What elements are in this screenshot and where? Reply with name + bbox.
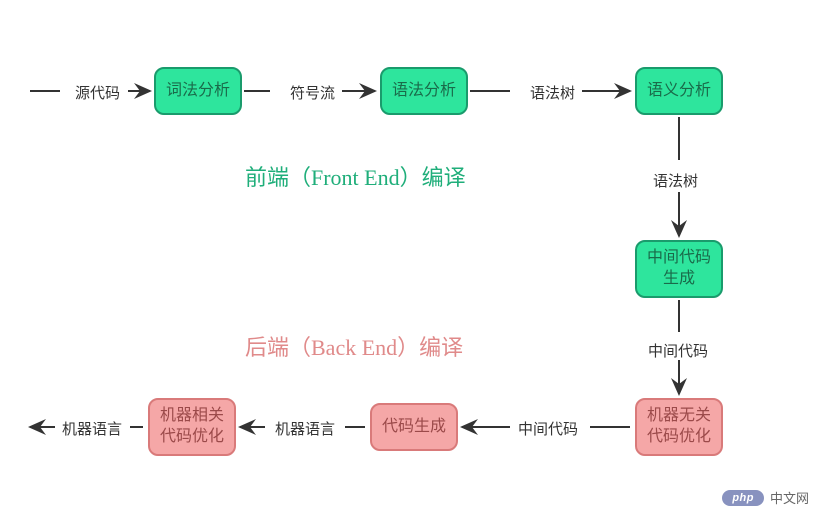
node-code-generation: 代码生成 (370, 403, 458, 451)
title-back-end: 后端（Back End）编译 (245, 330, 463, 362)
node-syntax-analysis: 语法分析 (380, 67, 468, 115)
watermark-text: 中文网 (770, 488, 809, 507)
edge-label-syntax-tree-1: 语法树 (530, 82, 575, 103)
node-ir-generation: 中间代码 生成 (635, 240, 723, 298)
edge-label-ir-2: 中间代码 (518, 418, 578, 439)
edge-label-token-stream: 符号流 (290, 82, 335, 103)
edge-label-machine-lang-2: 机器语言 (62, 418, 122, 439)
node-lexical-analysis: 词法分析 (154, 67, 242, 115)
edge-label-machine-lang-1: 机器语言 (275, 418, 335, 439)
node-machine-independent-opt: 机器无关 代码优化 (635, 398, 723, 456)
edge-label-syntax-tree-2: 语法树 (653, 170, 698, 191)
edge-label-source-code: 源代码 (75, 82, 120, 103)
node-machine-dependent-opt: 机器相关 代码优化 (148, 398, 236, 456)
title-front-end: 前端（Front End）编译 (245, 160, 466, 192)
php-badge-icon: php (722, 490, 764, 506)
watermark: php 中文网 (722, 488, 809, 507)
edge-label-ir-1: 中间代码 (648, 340, 708, 361)
node-semantic-analysis: 语义分析 (635, 67, 723, 115)
